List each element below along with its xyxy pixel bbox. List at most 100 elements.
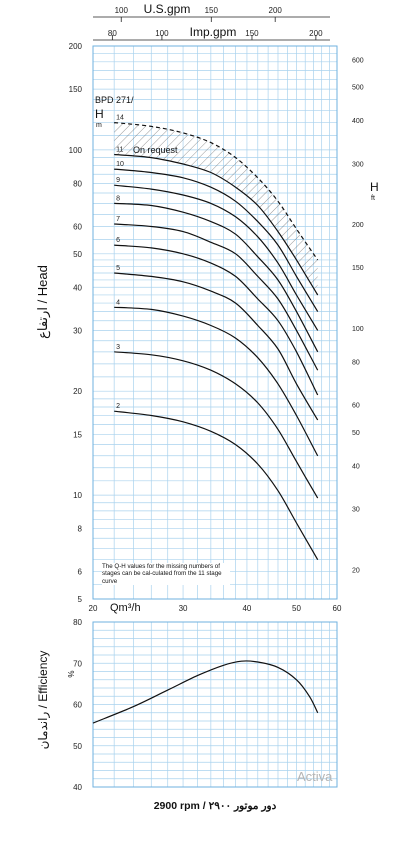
efficiency-y-tick-label: 60 (73, 701, 82, 710)
head-y-tick-label: 40 (73, 283, 82, 292)
us-gpm-tick-label: 200 (269, 6, 283, 15)
head-axis-title: ارتفاع / Head (35, 265, 51, 339)
head-y-tick-label: 6 (78, 568, 83, 577)
us-gpm-label: U.S.gpm (144, 2, 191, 16)
head-y-tick-label: 80 (73, 179, 82, 188)
head-curve-labels: 14 11 10 9 8 7 6 5 4 3 2 (116, 115, 124, 411)
head-curve-label-8: 8 (116, 195, 120, 202)
x-axis-label: Qm³/h (110, 602, 141, 614)
head-curve-label-10: 10 (116, 161, 124, 168)
head-x-tick-label: 40 (242, 604, 251, 613)
on-request-label: On request (133, 145, 178, 155)
head-y-tick-label: 100 (69, 146, 83, 155)
head-x-tick-label: 30 (179, 604, 188, 613)
head-frame (92, 45, 338, 600)
head-curve-8 (114, 202, 319, 353)
imp-gpm-ticks: 80 100 150 200 (108, 29, 323, 40)
head-curve-6 (114, 244, 319, 396)
imp-gpm-tick-label: 80 (108, 29, 117, 38)
head-curve-label-4: 4 (116, 299, 120, 306)
efficiency-line (92, 660, 319, 724)
head-curve-10 (114, 168, 319, 312)
head-curve-label-11: 11 (116, 146, 123, 153)
imp-gpm-tick-label: 100 (155, 29, 169, 38)
head-y-tick-label: 5 (78, 595, 83, 604)
missing-stages-note: The Q-H values for the missing numbers o… (102, 563, 230, 586)
head-curve-label-7: 7 (116, 216, 120, 223)
head-y-tick-label: 200 (69, 42, 83, 51)
head-curve-11 (114, 153, 319, 296)
head-y2-ticks: 20 30 40 50 60 80 100 150 200 300 400 500 600 (352, 57, 364, 574)
head-curve-label-6: 6 (116, 237, 120, 244)
head-curve-label-14: 14 (116, 115, 124, 122)
head-curve-14 (114, 122, 319, 261)
efficiency-frame (92, 621, 338, 788)
head-y-tick-label: 15 (73, 430, 82, 439)
imp-gpm-tick-label: 150 (245, 29, 259, 38)
head-y2-tick-label: 50 (352, 430, 360, 437)
head-unit-ft: ft (371, 195, 375, 202)
head-y-tick-label: 10 (73, 491, 82, 500)
efficiency-axis-title: راندمان / Efficiency (36, 651, 50, 750)
head-y2-tick-label: 40 (352, 463, 360, 470)
head-x-tick-label: 50 (292, 604, 301, 613)
head-curve-9 (114, 184, 319, 331)
head-x-ticks: 20 30 40 50 60 (89, 604, 342, 613)
head-y2-tick-label: 20 (352, 567, 360, 574)
efficiency-y-tick-label: 80 (73, 618, 82, 627)
head-y-tick-label: 150 (69, 85, 83, 94)
head-curve-4 (114, 306, 319, 457)
efficiency-grid (92, 621, 338, 788)
head-y2-tick-label: 300 (352, 161, 364, 168)
efficiency-chart: 40 50 60 70 80 راندمان / Efficiency % 2900 r… (36, 618, 338, 812)
head-unit-h-ft: H (370, 180, 379, 194)
head-y2-tick-label: 30 (352, 507, 360, 514)
head-curve-label-5: 5 (116, 265, 120, 272)
head-chart: 14 11 10 9 8 7 6 5 4 3 2 5 6 8 10 15 20 30 40 50 60 80 100 150… (35, 42, 379, 614)
head-y2-tick-label: 600 (352, 57, 364, 64)
head-y2-tick-label: 80 (352, 359, 360, 366)
us-gpm-tick-label: 150 (205, 6, 219, 15)
head-y-tick-label: 8 (78, 525, 83, 534)
imp-gpm-label: Imp.gpm (190, 25, 237, 39)
head-y-tick-label: 20 (73, 387, 82, 396)
head-curve-5 (114, 272, 319, 421)
missing-stages-note-box: The Q-H values for the missing numbers o… (102, 563, 230, 586)
head-y-tick-label: 50 (73, 250, 82, 259)
head-unit-m: m (96, 122, 102, 129)
imp-gpm-tick-label: 200 (309, 29, 323, 38)
head-y2-tick-label: 100 (352, 326, 364, 333)
efficiency-y-ticks: 40 50 60 70 80 (73, 618, 82, 792)
head-y-tick-label: 30 (73, 326, 82, 335)
head-curve-7 (114, 223, 319, 371)
head-curve-3 (114, 351, 319, 499)
head-curve-label-2: 2 (116, 403, 120, 410)
head-x-tick-label: 20 (89, 604, 98, 613)
head-y-ticks: 5 6 8 10 15 20 30 40 50 60 80 100 150 200 (69, 42, 83, 604)
head-y2-tick-label: 60 (352, 403, 360, 410)
efficiency-curve (92, 660, 319, 724)
efficiency-y-tick-label: 40 (73, 783, 82, 792)
head-curve-label-3: 3 (116, 344, 120, 351)
head-curve-label-9: 9 (116, 177, 120, 184)
head-y-tick-label: 60 (73, 222, 82, 231)
head-y2-tick-label: 150 (352, 265, 364, 272)
us-gpm-tick-label: 100 (115, 6, 129, 15)
us-gpm-ticks: 100 150 200 (115, 6, 283, 22)
rpm-footer: 2900 rpm / ۲۹۰۰ دور موتور (154, 800, 277, 812)
head-x-tick-label: 60 (333, 604, 342, 613)
head-y2-tick-label: 200 (352, 222, 364, 229)
head-curve-2 (114, 410, 319, 561)
head-curves (114, 122, 319, 561)
head-y2-tick-label: 400 (352, 118, 364, 125)
head-unit-h: H (95, 107, 104, 121)
efficiency-y-tick-label: 70 (73, 659, 82, 668)
head-y2-tick-label: 500 (352, 85, 364, 92)
watermark-text: Activa (297, 769, 333, 784)
efficiency-unit: % (67, 670, 76, 677)
top-axes: U.S.gpm Imp.gpm 100 150 200 80 100 150 200 (93, 2, 330, 41)
efficiency-y-tick-label: 50 (73, 742, 82, 751)
model-title: BPD 271/ (95, 95, 134, 105)
on-request-hatch-area (114, 122, 318, 295)
